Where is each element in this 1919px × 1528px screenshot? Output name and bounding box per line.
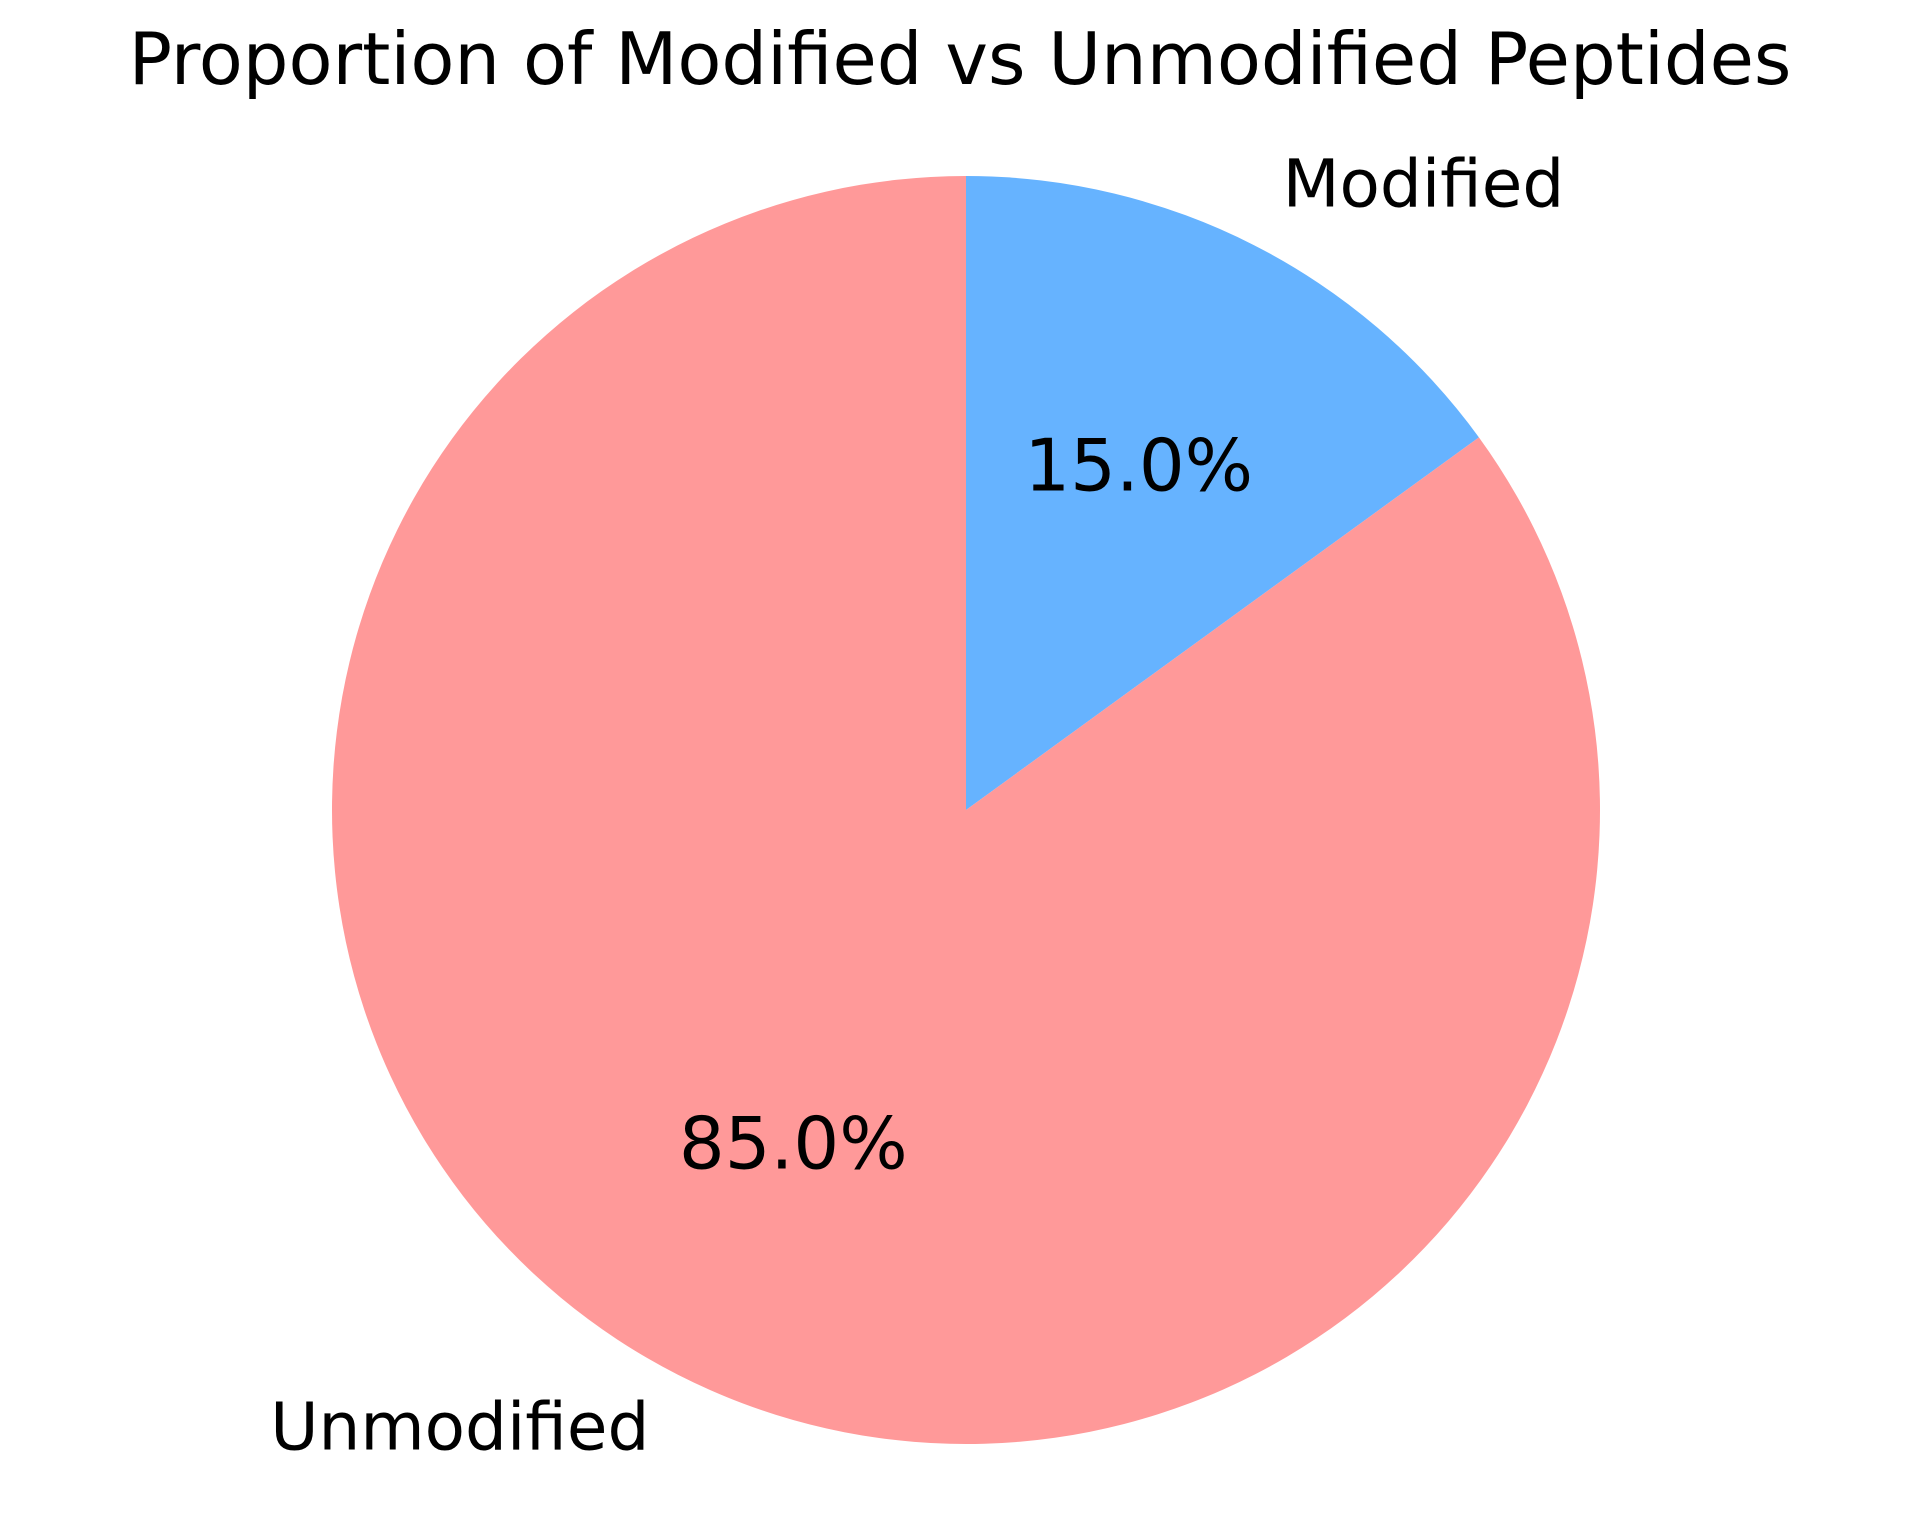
pie-labels: Modified 15.0% Unmodified 85.0% <box>270 146 1564 1466</box>
slice-label-modified: Modified <box>1283 146 1565 223</box>
pct-label-modified: 15.0% <box>1024 424 1253 508</box>
pie-slices <box>332 176 1601 1444</box>
chart-title: Proportion of Modified vs Unmodified Pep… <box>129 17 1792 101</box>
pct-label-unmodified: 85.0% <box>679 1101 908 1185</box>
slice-label-unmodified: Unmodified <box>270 1388 649 1465</box>
pie-slice-modified <box>966 176 1479 810</box>
pie-slice-unmodified <box>332 176 1601 1444</box>
